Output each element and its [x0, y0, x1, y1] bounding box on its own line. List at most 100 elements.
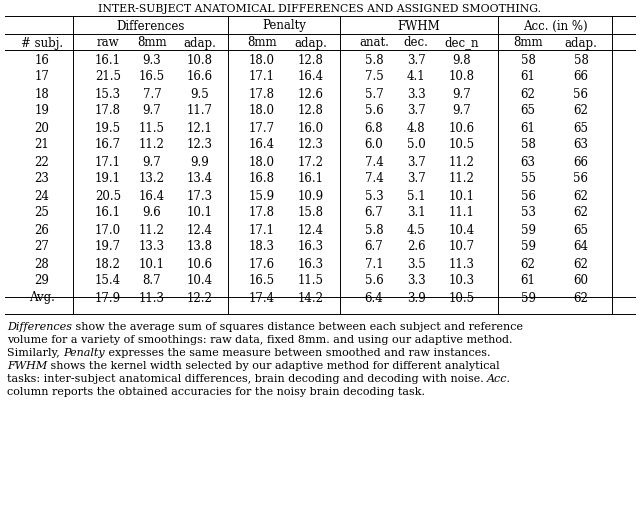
Text: 10.7: 10.7: [449, 240, 475, 253]
Text: 11.5: 11.5: [298, 274, 324, 287]
Text: 3.1: 3.1: [406, 206, 426, 219]
Text: 10.5: 10.5: [449, 138, 475, 151]
Text: 16.8: 16.8: [249, 172, 275, 185]
Text: 62: 62: [573, 189, 588, 202]
Text: 5.3: 5.3: [365, 189, 383, 202]
Text: 9.7: 9.7: [452, 88, 472, 100]
Text: 66: 66: [573, 155, 589, 168]
Text: 17.8: 17.8: [249, 206, 275, 219]
Text: 56: 56: [573, 172, 589, 185]
Text: 5.8: 5.8: [365, 223, 383, 236]
Text: 16: 16: [35, 53, 49, 66]
Text: 16.1: 16.1: [95, 53, 121, 66]
Text: 20.5: 20.5: [95, 189, 121, 202]
Text: 19: 19: [35, 104, 49, 117]
Text: 17.8: 17.8: [249, 88, 275, 100]
Text: 12.2: 12.2: [187, 291, 213, 304]
Text: 62: 62: [573, 291, 588, 304]
Text: 12.3: 12.3: [298, 138, 324, 151]
Text: 55: 55: [520, 172, 536, 185]
Text: 61: 61: [520, 274, 536, 287]
Text: 65: 65: [520, 104, 536, 117]
Text: 9.9: 9.9: [191, 155, 209, 168]
Text: 17.1: 17.1: [249, 70, 275, 83]
Text: 26: 26: [35, 223, 49, 236]
Text: 11.3: 11.3: [139, 291, 165, 304]
Text: 62: 62: [520, 257, 536, 270]
Text: 16.5: 16.5: [139, 70, 165, 83]
Text: 3.5: 3.5: [406, 257, 426, 270]
Text: 12.3: 12.3: [187, 138, 213, 151]
Text: 58: 58: [520, 53, 536, 66]
Text: FWHM: FWHM: [7, 360, 47, 370]
Text: 17: 17: [35, 70, 49, 83]
Text: 56: 56: [573, 88, 589, 100]
Text: 15.9: 15.9: [249, 189, 275, 202]
Text: 63: 63: [520, 155, 536, 168]
Text: 17.6: 17.6: [249, 257, 275, 270]
Text: 59: 59: [520, 291, 536, 304]
Text: 53: 53: [520, 206, 536, 219]
Text: 62: 62: [573, 206, 588, 219]
Text: 56: 56: [520, 189, 536, 202]
Text: 7.5: 7.5: [365, 70, 383, 83]
Text: 6.0: 6.0: [365, 138, 383, 151]
Text: 5.1: 5.1: [406, 189, 426, 202]
Text: 10.8: 10.8: [449, 70, 475, 83]
Text: 3.7: 3.7: [406, 53, 426, 66]
Text: 3.7: 3.7: [406, 155, 426, 168]
Text: 17.9: 17.9: [95, 291, 121, 304]
Text: 17.8: 17.8: [95, 104, 121, 117]
Text: 14.2: 14.2: [298, 291, 324, 304]
Text: 4.1: 4.1: [406, 70, 426, 83]
Text: 16.1: 16.1: [298, 172, 324, 185]
Text: Penalty: Penalty: [262, 19, 306, 33]
Text: 18.3: 18.3: [249, 240, 275, 253]
Text: 64: 64: [573, 240, 589, 253]
Text: raw: raw: [97, 37, 119, 49]
Text: Differences: Differences: [7, 321, 72, 331]
Text: 11.1: 11.1: [449, 206, 475, 219]
Text: dec.: dec.: [404, 37, 428, 49]
Text: 29: 29: [35, 274, 49, 287]
Text: expresses the same measure between smoothed and raw instances.: expresses the same measure between smoot…: [105, 347, 490, 357]
Text: 16.6: 16.6: [187, 70, 213, 83]
Text: 25: 25: [35, 206, 49, 219]
Text: 13.4: 13.4: [187, 172, 213, 185]
Text: 8mm: 8mm: [513, 37, 543, 49]
Text: 2.6: 2.6: [406, 240, 426, 253]
Text: 17.7: 17.7: [249, 121, 275, 134]
Text: 5.7: 5.7: [365, 88, 383, 100]
Text: 9.5: 9.5: [191, 88, 209, 100]
Text: 3.7: 3.7: [406, 104, 426, 117]
Text: show the average sum of squares distance between each subject and reference: show the average sum of squares distance…: [72, 321, 523, 331]
Text: 66: 66: [573, 70, 589, 83]
Text: 5.8: 5.8: [365, 53, 383, 66]
Text: Acc.: Acc.: [487, 373, 511, 383]
Text: 10.4: 10.4: [187, 274, 213, 287]
Text: 9.8: 9.8: [452, 53, 471, 66]
Text: 24: 24: [35, 189, 49, 202]
Text: 61: 61: [520, 70, 536, 83]
Text: 18: 18: [35, 88, 49, 100]
Text: 11.2: 11.2: [139, 138, 165, 151]
Text: volume for a variety of smoothings: raw data, fixed 8mm. and using our adaptive : volume for a variety of smoothings: raw …: [7, 334, 513, 344]
Text: 59: 59: [520, 223, 536, 236]
Text: 15.8: 15.8: [298, 206, 324, 219]
Text: 6.7: 6.7: [365, 206, 383, 219]
Text: adap.: adap.: [564, 37, 597, 49]
Text: 10.6: 10.6: [187, 257, 213, 270]
Text: 10.1: 10.1: [187, 206, 213, 219]
Text: 19.1: 19.1: [95, 172, 121, 185]
Text: 7.7: 7.7: [143, 88, 161, 100]
Text: 18.0: 18.0: [249, 104, 275, 117]
Text: 8mm: 8mm: [247, 37, 277, 49]
Text: 10.6: 10.6: [449, 121, 475, 134]
Text: 12.8: 12.8: [298, 53, 324, 66]
Text: 7.4: 7.4: [365, 155, 383, 168]
Text: Penalty: Penalty: [63, 347, 105, 357]
Text: 19.5: 19.5: [95, 121, 121, 134]
Text: 23: 23: [35, 172, 49, 185]
Text: 18.2: 18.2: [95, 257, 121, 270]
Text: 10.4: 10.4: [449, 223, 475, 236]
